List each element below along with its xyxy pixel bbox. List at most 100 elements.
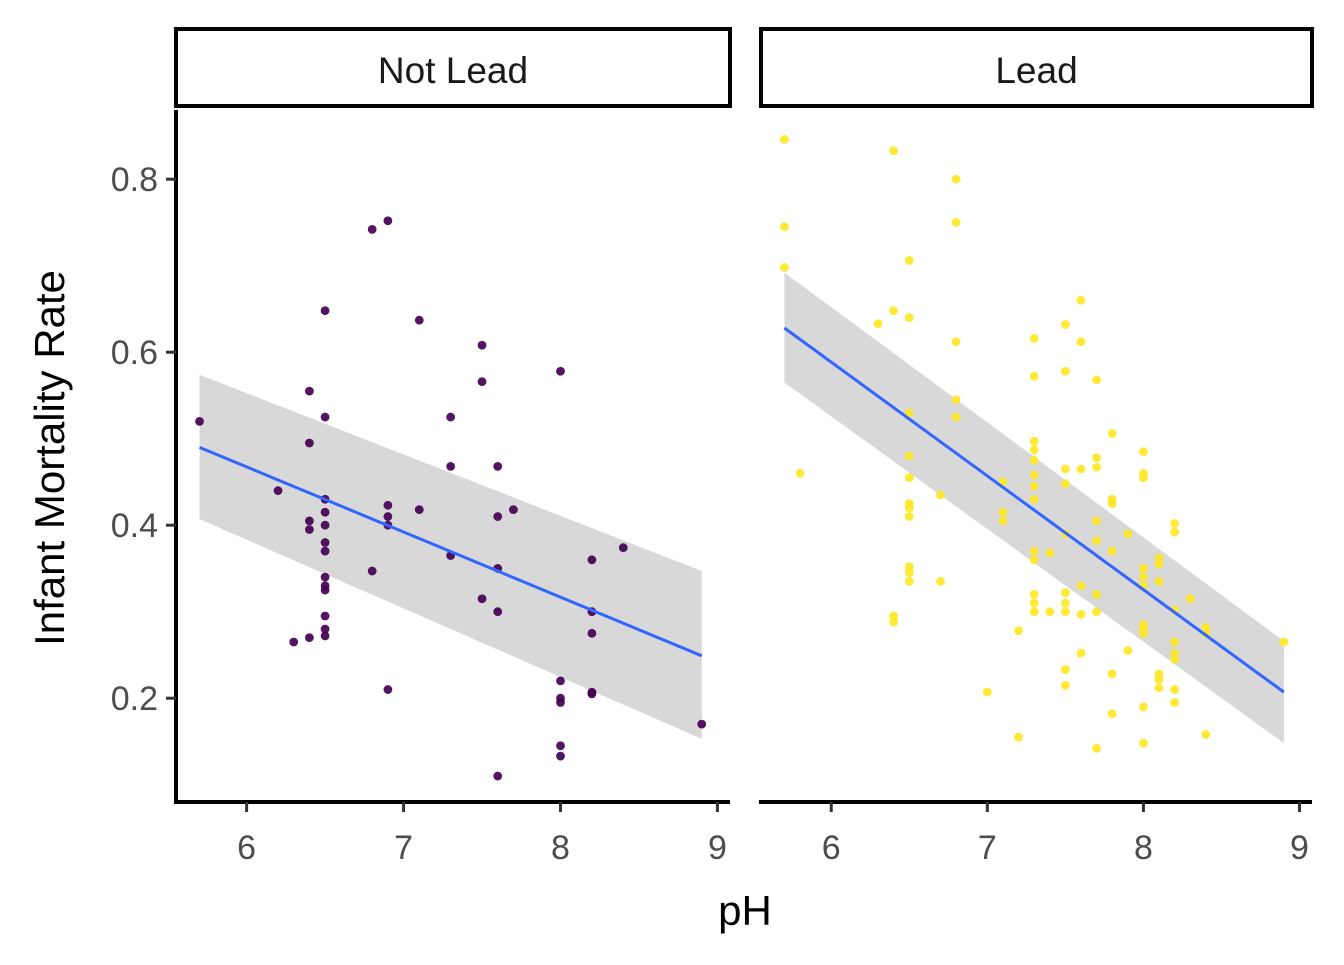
x-tick-label: 9 [708, 829, 727, 867]
data-point [1014, 626, 1023, 636]
data-point [320, 412, 330, 422]
data-point [1076, 295, 1086, 305]
facet-label-lead: Lead [995, 50, 1077, 91]
data-point [289, 637, 299, 647]
data-point [889, 306, 899, 316]
data-point [1139, 473, 1148, 483]
data-point [1139, 572, 1148, 582]
data-point [1060, 665, 1070, 675]
data-point [1060, 320, 1070, 329]
data-point [1107, 669, 1117, 679]
data-point [1154, 553, 1164, 563]
x-tick-label: 8 [551, 829, 570, 867]
data-point [1170, 637, 1180, 647]
data-point [320, 611, 330, 621]
data-point [383, 685, 393, 694]
data-point [1029, 372, 1039, 381]
data-point [1029, 333, 1039, 343]
data-point [493, 512, 503, 521]
data-point [904, 473, 914, 483]
data-point [1139, 564, 1148, 573]
data-point [1076, 464, 1086, 474]
points-lead [780, 135, 1289, 753]
y-tick-label: 0.4 [111, 507, 158, 545]
data-point [493, 607, 503, 617]
data-point [1076, 581, 1086, 591]
data-point [951, 412, 961, 422]
data-point [304, 516, 314, 526]
data-point [587, 628, 597, 638]
y-axis-title: Infant Mortality Rate [26, 270, 73, 646]
data-point [1029, 590, 1039, 599]
regression-line [198, 445, 703, 658]
data-point [795, 468, 805, 478]
data-point [1060, 464, 1070, 474]
data-point [1154, 683, 1164, 693]
data-point [951, 337, 961, 347]
data-point [587, 555, 597, 565]
x-tick-label: 6 [822, 829, 841, 867]
data-point [1029, 555, 1039, 565]
data-point [1154, 577, 1164, 586]
data-point [446, 461, 456, 471]
data-point [414, 505, 424, 515]
data-point [1170, 685, 1180, 694]
data-point [1029, 481, 1039, 491]
data-point [1154, 559, 1164, 569]
data-point [1029, 445, 1039, 455]
x-tick-label: 9 [1290, 829, 1309, 867]
data-point [1123, 646, 1133, 656]
data-point [904, 408, 914, 418]
data-point [1092, 743, 1101, 753]
data-point [1060, 479, 1070, 489]
data-point [1201, 730, 1211, 739]
data-point [556, 741, 565, 751]
data-point [697, 719, 707, 729]
data-point [320, 520, 330, 530]
data-point [1107, 709, 1117, 719]
data-point [1076, 337, 1086, 347]
data-point [889, 617, 899, 627]
regression-line [783, 326, 1285, 694]
data-point [195, 417, 204, 426]
data-point [383, 216, 393, 226]
data-point [320, 572, 330, 582]
x-tick-label: 7 [394, 829, 413, 867]
data-point [1107, 499, 1117, 508]
facet-strip-lead [759, 27, 1314, 108]
data-point [1170, 698, 1180, 707]
data-point [477, 377, 487, 387]
data-point [1029, 546, 1039, 556]
data-point [1092, 516, 1101, 526]
data-point [936, 577, 945, 586]
x-axis-title: pH [718, 887, 772, 934]
data-point [1139, 628, 1148, 638]
data-point [1123, 529, 1133, 539]
data-point [1029, 455, 1039, 465]
x-tick-label: 6 [237, 829, 256, 867]
data-point [304, 633, 314, 643]
data-point [1170, 519, 1180, 528]
data-point [556, 366, 565, 376]
data-point [1139, 702, 1148, 712]
panel-not-lead: Not Lead 6 7 8 9 0.2 0.4 0.6 0.8 [111, 27, 732, 867]
data-point [1170, 648, 1180, 658]
data-point [1060, 366, 1070, 376]
data-point [1139, 447, 1148, 457]
data-point [1060, 680, 1070, 690]
data-point [780, 222, 789, 232]
data-point [477, 340, 487, 350]
data-point [304, 386, 314, 396]
data-point [367, 224, 377, 234]
data-point [936, 490, 945, 500]
data-point [273, 486, 283, 495]
data-point [320, 507, 330, 517]
data-point [1014, 732, 1023, 742]
data-point [889, 146, 899, 156]
data-point [951, 218, 961, 227]
data-point [904, 256, 914, 265]
data-point [1060, 607, 1070, 617]
data-point [1029, 494, 1039, 504]
data-point [493, 771, 503, 781]
